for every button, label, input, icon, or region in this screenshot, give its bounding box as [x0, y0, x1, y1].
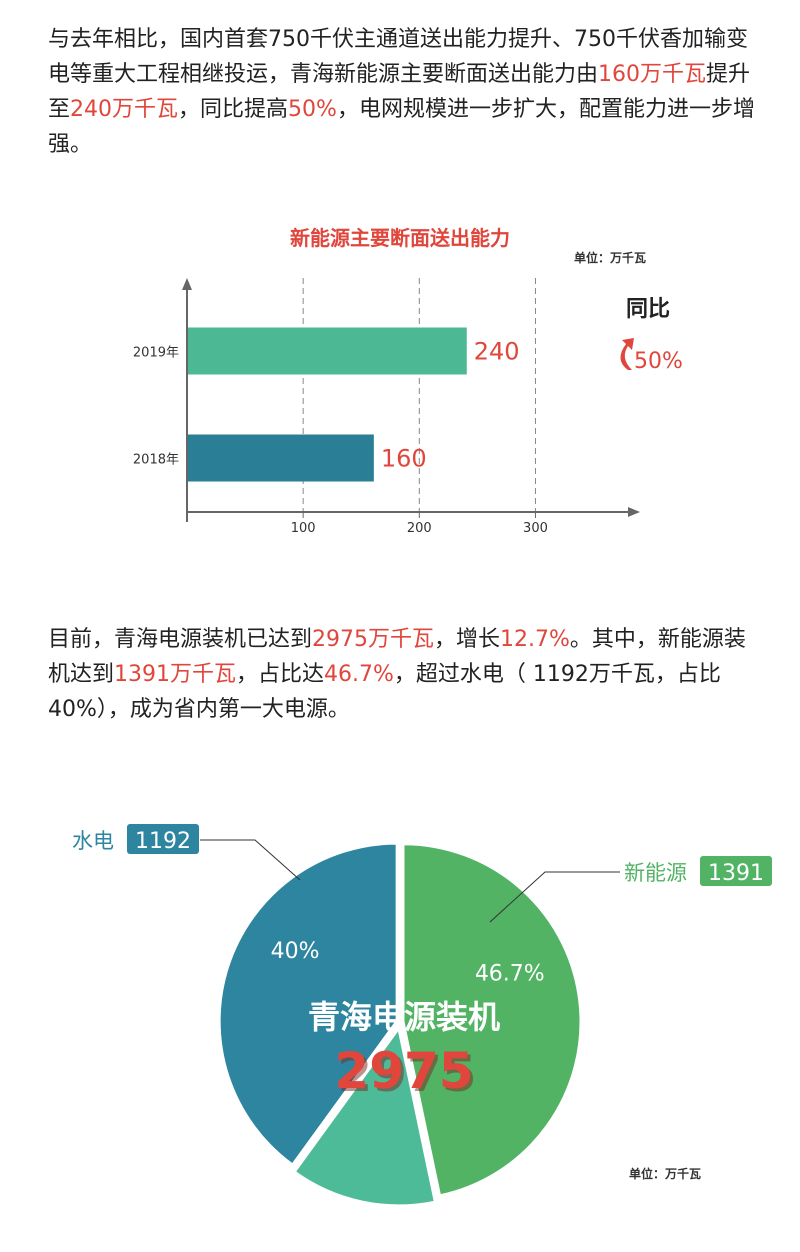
text-segment: 目前，青海电源装机已达到 [48, 627, 313, 652]
text-segment: ，占比达 [236, 662, 325, 687]
pie-slice [217, 841, 399, 1168]
unit-label: 单位：万千瓦 [574, 250, 646, 265]
text-segment: 与去年相比，国内首套750千伏主通道送出能力提升、750千伏香加输变电等重大工程… [48, 27, 748, 87]
unit-label: 单位：万千瓦 [629, 1166, 701, 1181]
x-axis-arrow [628, 507, 640, 517]
paragraph: 与去年相比，国内首套750千伏主通道送出能力提升、750千伏香加输变电等重大工程… [48, 22, 758, 162]
leader-line [489, 871, 620, 923]
category-label: 水电 [72, 829, 114, 853]
amount-box [127, 824, 199, 854]
bar [188, 327, 467, 375]
bar [188, 434, 374, 482]
x-tick-label: 100 [291, 521, 316, 536]
text-segment: ，增长 [434, 627, 501, 652]
x-tick-label: 200 [407, 521, 432, 536]
text-segment: 。其中，新能源装机达到 [48, 627, 746, 687]
total-shadow: 2975 [337, 1045, 476, 1103]
value-label: 240 [474, 338, 520, 366]
amount-box [700, 856, 772, 886]
text-segment: ，同比提高 [178, 97, 289, 122]
amount-label: 1192 [135, 829, 191, 854]
text-segment: 提升至 [48, 62, 751, 122]
text-segment: 240万千瓦 [70, 97, 179, 122]
value-label: 46.7% [475, 962, 545, 987]
x-tick-label: 300 [523, 521, 548, 536]
text-segment: 46.7% [324, 662, 394, 687]
arrow-icon [620, 338, 634, 370]
text-segment: 2975万千瓦 [312, 627, 435, 652]
text-segment: ，电网规模进一步扩大，配置能力进一步增强。 [48, 97, 755, 157]
y-axis-arrow [182, 278, 192, 290]
leader-line [200, 839, 301, 881]
text-segment: 160万千瓦 [598, 62, 707, 87]
center-title: 青海电源装机 [308, 998, 500, 1036]
amount-label: 1391 [708, 861, 764, 886]
annotation: 50% [634, 349, 683, 374]
chart-title: 新能源主要断面送出能力 [290, 226, 510, 250]
annotation: 同比 [626, 297, 670, 322]
text-segment: 1391万千瓦 [114, 662, 237, 687]
pie-slice [292, 1024, 438, 1208]
text-segment: 12.7% [500, 627, 570, 652]
category-label: 新能源 [624, 861, 687, 885]
value-label: 160 [381, 445, 427, 473]
y-tick-label: 2019年 [133, 346, 179, 361]
pie-slice [401, 842, 583, 1198]
paragraph: 目前，青海电源装机已达到2975万千瓦，增长12.7%。其中，新能源装机达到13… [48, 622, 758, 727]
value-label: 40% [271, 939, 320, 964]
text-segment: 50% [288, 97, 337, 122]
y-tick-label: 2018年 [133, 453, 179, 468]
total-value: 2975 [334, 1042, 473, 1100]
text-segment: ，超过水电（ 1192万千瓦，占比40%），成为省内第一大电源。 [48, 662, 721, 722]
